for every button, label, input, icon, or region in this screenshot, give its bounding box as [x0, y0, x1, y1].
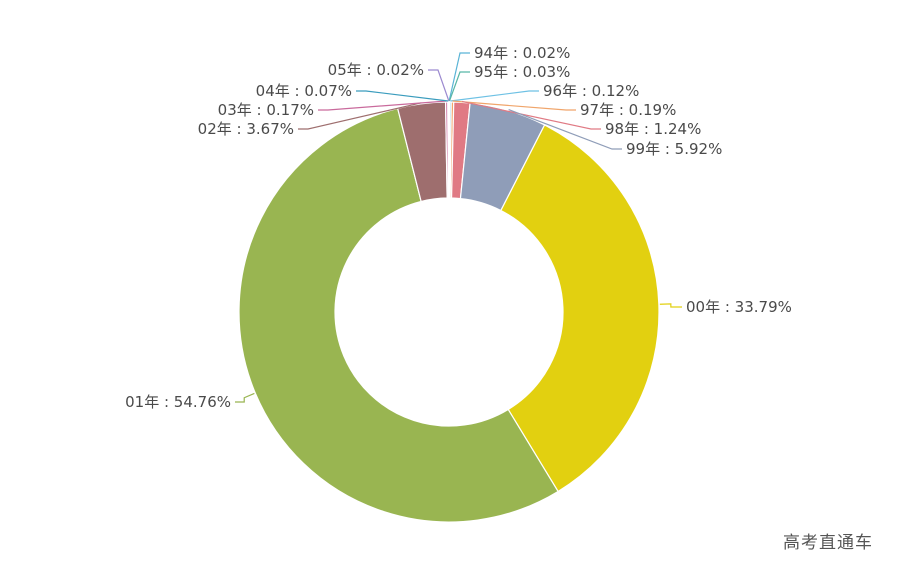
leader-line-02年 [298, 102, 422, 130]
leader-line-98年 [461, 100, 601, 130]
slice-label-05年: 05年 : 0.02% [328, 61, 424, 79]
slice-01年 [238, 107, 559, 523]
slice-00年 [500, 124, 660, 493]
slice-label-00年: 00年 : 33.79% [686, 298, 792, 316]
slice-label-99年: 99年 : 5.92% [626, 140, 722, 158]
slice-label-94年: 94年 : 0.02% [474, 44, 570, 62]
slice-label-03年: 03年 : 0.17% [218, 101, 314, 119]
slice-label-98年: 98年 : 1.24% [605, 120, 701, 138]
leader-line-01年 [235, 392, 255, 403]
slice-label-97年: 97年 : 0.19% [580, 101, 676, 119]
slice-label-96年: 96年 : 0.12% [543, 82, 639, 100]
slice-label-95年: 95年 : 0.03% [474, 63, 570, 81]
slice-labels: 94年 : 0.02%95年 : 0.03%96年 : 0.12%97年 : 0… [125, 44, 792, 411]
slice-label-01年: 01年 : 54.76% [125, 393, 231, 411]
leader-line-97年 [452, 100, 576, 111]
leader-line-96年 [450, 90, 539, 102]
leader-line-99年 [508, 109, 622, 150]
leader-line-95年 [448, 71, 470, 102]
leader-line-03年 [318, 100, 447, 111]
watermark: 高考直通车 [783, 533, 873, 553]
leader-line-04年 [356, 90, 449, 102]
donut-slices [238, 101, 660, 523]
slice-label-04年: 04年 : 0.07% [256, 82, 352, 100]
leader-lines [235, 52, 682, 403]
leader-line-05年 [428, 69, 450, 102]
leader-line-94年 [448, 52, 470, 102]
leader-line-00年 [659, 303, 682, 308]
slice-label-02年: 02年 : 3.67% [198, 120, 294, 138]
